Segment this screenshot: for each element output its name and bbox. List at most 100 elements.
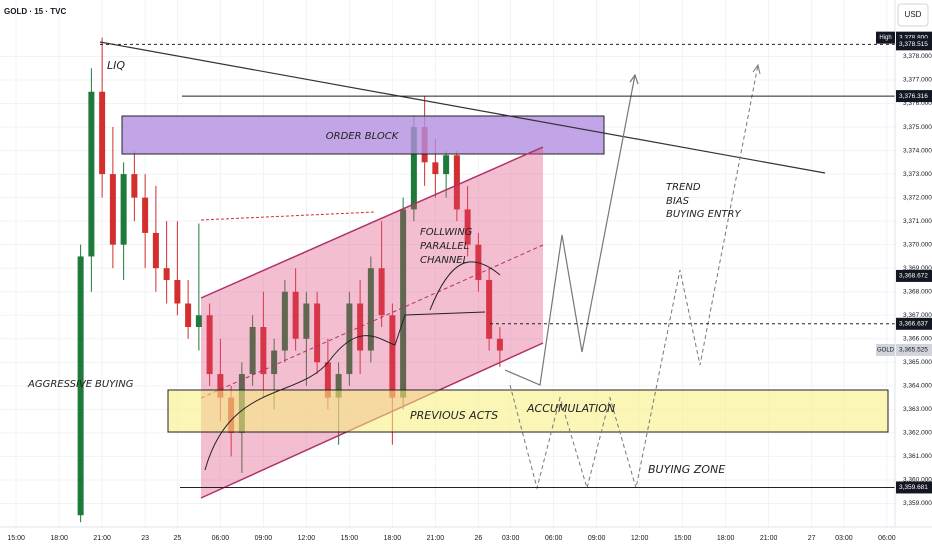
accumulation-zone xyxy=(167,389,889,433)
annotation: AGGRESSIVE xyxy=(27,379,93,390)
price-tag-label: 3,378.515 xyxy=(899,41,928,48)
candle-body xyxy=(378,268,385,316)
y-tick-label: 3,375.000 xyxy=(903,124,932,131)
x-tick-label: 12:00 xyxy=(298,535,316,542)
candle-body xyxy=(357,303,364,351)
candle-body xyxy=(88,91,95,257)
annotation: CHANNEL xyxy=(420,255,468,266)
x-tick-label: 26 xyxy=(474,535,482,542)
y-tick-label: 3,377.000 xyxy=(903,77,932,84)
currency-box[interactable] xyxy=(897,3,929,27)
x-tick-label: 06:00 xyxy=(878,535,896,542)
y-tick-label: 3,360.000 xyxy=(903,477,932,484)
y-tick-label: 3,369.000 xyxy=(903,265,932,272)
x-tick-label: 03:00 xyxy=(502,535,520,542)
candle-body xyxy=(152,232,159,269)
annotation: BUYING ZONE xyxy=(648,463,725,476)
y-tick-label: 3,361.000 xyxy=(903,453,932,460)
y-tick-label: 3,373.000 xyxy=(903,171,932,178)
price-tag-name-box xyxy=(876,31,895,44)
price-tag-label: 3,359.681 xyxy=(899,484,928,491)
x-tick-label: 25 xyxy=(173,535,181,542)
price-tag-name: GOLD xyxy=(877,348,895,354)
candle-body xyxy=(432,162,439,175)
candle-body xyxy=(206,315,213,375)
dashed-level xyxy=(200,211,376,221)
y-tick-label: 3,364.000 xyxy=(903,383,932,390)
annotation: BUYING xyxy=(95,379,134,390)
candle-body xyxy=(249,327,256,375)
annotation: PREVIOUS ACTS xyxy=(410,409,498,422)
x-tick-label: 18:00 xyxy=(384,535,402,542)
price-tag-box xyxy=(896,317,932,330)
x-tick-label: 21:00 xyxy=(93,535,111,542)
x-tick-label: 03:00 xyxy=(835,535,853,542)
y-tick-label: 3,363.000 xyxy=(903,406,932,413)
candle-body xyxy=(346,303,353,375)
y-tick-label: 3,378.000 xyxy=(903,53,932,60)
y-tick-label: 3,370.000 xyxy=(903,241,932,248)
annotation: BUYING ENTRY xyxy=(666,209,742,220)
x-tick-label: 15:00 xyxy=(341,535,359,542)
y-tick-label: 3,374.000 xyxy=(903,147,932,154)
price-tags: 3,378.800 High 3,378.515 3,376.316 3,368.672… xyxy=(876,31,932,494)
candle-body xyxy=(217,374,224,398)
candle-body xyxy=(367,268,374,351)
candle-body xyxy=(195,315,202,328)
annotation: ORDER BLOCK xyxy=(326,131,400,142)
candle-body xyxy=(292,291,299,339)
candle-body xyxy=(314,303,321,363)
price-tag-name: High xyxy=(879,35,891,41)
projection-path-alt xyxy=(509,64,759,490)
candle-body xyxy=(77,256,84,516)
annotation: FOLLWING xyxy=(420,227,473,238)
candle-body xyxy=(486,279,493,339)
arrow-head xyxy=(629,73,639,85)
candle-body xyxy=(174,279,181,304)
candle-body xyxy=(271,350,278,375)
y-tick-label: 3,371.000 xyxy=(903,218,932,225)
annotation: LIQ xyxy=(107,59,125,72)
candle-body xyxy=(496,338,503,351)
x-tick-label: 15:00 xyxy=(674,535,692,542)
annotation: PARALLEL xyxy=(420,241,469,252)
candle-body xyxy=(443,155,450,175)
y-tick-label: 3,365.000 xyxy=(903,359,932,366)
x-tick-label: 18:00 xyxy=(50,535,68,542)
price-tag-name-box xyxy=(876,343,895,356)
x-tick-label: 21:00 xyxy=(427,535,445,542)
candle-body xyxy=(120,174,127,245)
x-tick-label: 18:00 xyxy=(717,535,735,542)
x-tick-label: 09:00 xyxy=(588,535,606,542)
price-tag-box xyxy=(896,90,932,103)
y-tick-label: 3,368.000 xyxy=(903,288,932,295)
y-tick-label: 3,376.000 xyxy=(903,100,932,107)
average-curve xyxy=(204,261,501,471)
candle-body xyxy=(131,174,138,198)
candle-body xyxy=(109,174,116,245)
x-tick-label: 23 xyxy=(141,535,149,542)
price-tag-label: 3,366.637 xyxy=(899,321,928,328)
x-tick-label: 09:00 xyxy=(255,535,273,542)
channel-top xyxy=(200,146,544,299)
candle-body xyxy=(389,315,396,398)
annotation: BIAS xyxy=(666,196,690,207)
projection-path xyxy=(504,74,636,386)
candles xyxy=(77,37,503,523)
x-tick-label: 06:00 xyxy=(212,535,230,542)
candle-body xyxy=(185,303,192,328)
annotation: ACCUMULATION xyxy=(526,402,615,415)
price-tag-label: 3,376.316 xyxy=(899,93,928,100)
candle-body xyxy=(335,374,342,398)
chart-title: GOLD · 15 · TVC xyxy=(4,7,66,16)
x-tick-label: 15:00 xyxy=(7,535,25,542)
candle-body xyxy=(142,197,149,233)
y-tick-label: 3,367.000 xyxy=(903,312,932,319)
price-tag-label: 3,365.525 xyxy=(899,347,928,354)
currency: USD xyxy=(905,10,922,19)
annotation: TREND xyxy=(666,182,701,193)
candle-body xyxy=(303,303,310,339)
x-tick-label: 06:00 xyxy=(545,535,563,542)
